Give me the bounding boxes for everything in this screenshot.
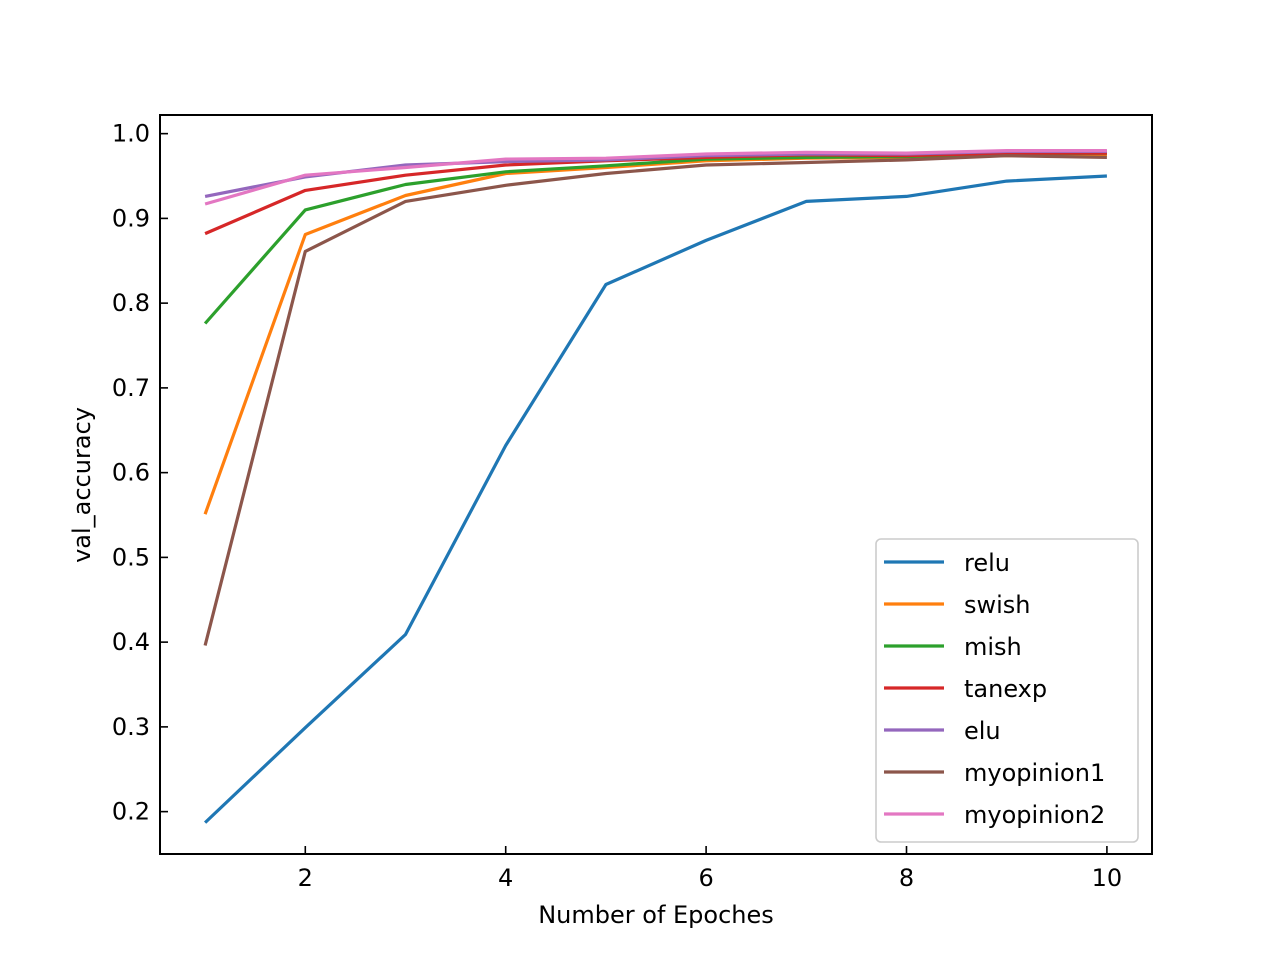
legend-item-swish: swish [884, 591, 1031, 619]
legend-item-relu: relu [884, 549, 1010, 577]
y-tick-label: 0.4 [112, 628, 150, 656]
legend-label: elu [964, 717, 1001, 745]
series-line-relu [203, 174, 1107, 824]
y-tick-label: 0.7 [112, 374, 150, 402]
legend-item-tanexp: tanexp [884, 675, 1047, 703]
legend-label: relu [964, 549, 1010, 577]
x-axis-ticks: 2 4 6 8 10 [298, 846, 1123, 892]
x-tick-label: 4 [498, 864, 513, 892]
series-line-myopinion1 [203, 154, 1107, 646]
x-tick-label: 8 [899, 864, 914, 892]
series-line-mish [203, 151, 1107, 325]
y-tick-label: 0.9 [112, 204, 150, 232]
legend-box [875, 538, 1139, 843]
x-tick-label: 2 [298, 864, 313, 892]
y-axis-label: val_accuracy [68, 407, 96, 563]
legend-item-elu: elu [884, 717, 1001, 745]
x-tick-label: 10 [1092, 864, 1123, 892]
series-line-myopinion2 [204, 149, 1107, 206]
series-lines [203, 149, 1107, 824]
legend-label: myopinion2 [964, 801, 1105, 829]
series-line-swish [203, 153, 1107, 515]
y-axis-ticks: 0.2 0.3 0.4 0.5 0.6 0.7 0.8 0.9 1.0 [112, 120, 168, 826]
x-tick-label: 6 [698, 864, 713, 892]
y-tick-label: 0.3 [112, 713, 150, 741]
y-tick-label: 0.8 [112, 289, 150, 317]
legend-item-mish: mish [884, 633, 1022, 661]
legend-label: myopinion1 [964, 759, 1105, 787]
x-axis-label: Number of Epoches [538, 901, 774, 929]
legend-label: tanexp [964, 675, 1047, 703]
legend: relu swish mish tanexp elu myopinion1 myopinio… [875, 538, 1139, 843]
y-tick-label: 1.0 [112, 120, 150, 148]
legend-item-myopinion1: myopinion1 [884, 759, 1105, 787]
y-tick-label: 0.2 [112, 798, 150, 826]
legend-item-myopinion2: myopinion2 [884, 801, 1105, 829]
y-tick-label: 0.5 [112, 543, 150, 571]
legend-label: mish [964, 633, 1022, 661]
y-tick-label: 0.6 [112, 459, 150, 487]
legend-label: swish [964, 591, 1031, 619]
plot-frame [159, 114, 1153, 855]
